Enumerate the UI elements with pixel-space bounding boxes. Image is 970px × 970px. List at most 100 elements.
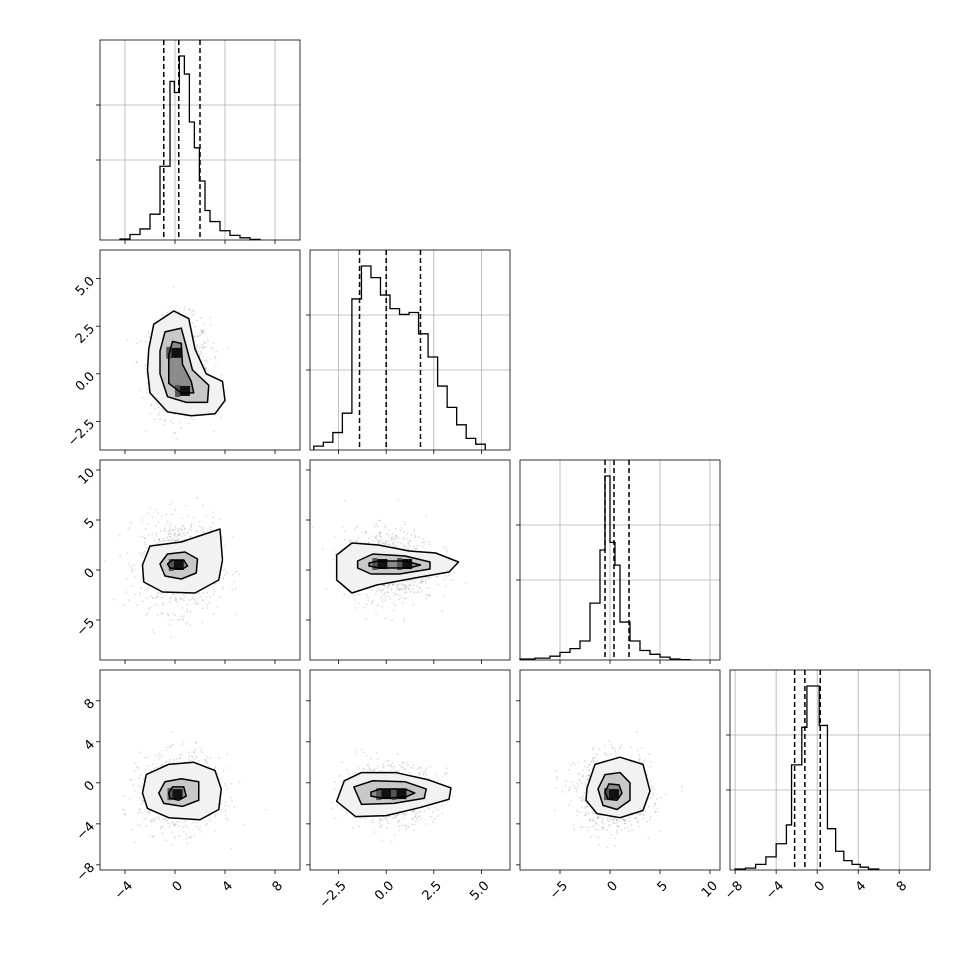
- scatter-point: [136, 342, 139, 344]
- scatter-point: [162, 538, 165, 540]
- scatter-point: [205, 756, 208, 759]
- scatter-point: [147, 523, 150, 525]
- scatter-point: [186, 608, 188, 611]
- scatter-point: [616, 830, 618, 833]
- scatter-point: [386, 827, 389, 830]
- scatter-point: [416, 591, 419, 593]
- scatter-point: [615, 755, 618, 758]
- scatter-point: [382, 588, 385, 591]
- scatter-point: [394, 604, 397, 607]
- scatter-point: [201, 530, 204, 533]
- scatter-point: [395, 816, 398, 819]
- density-mode: [396, 789, 407, 800]
- panel-frame: [519, 459, 721, 661]
- scatter-point: [226, 347, 229, 350]
- scatter-point: [335, 804, 338, 807]
- scatter-point: [180, 528, 183, 531]
- scatter-point: [594, 756, 596, 759]
- scatter-point: [195, 347, 198, 350]
- scatter-point: [402, 530, 405, 533]
- scatter-point: [647, 805, 650, 808]
- scatter-point: [387, 539, 390, 542]
- scatter-point: [392, 545, 394, 548]
- scatter-point: [411, 587, 414, 590]
- scatter-point: [428, 576, 430, 579]
- scatter-point: [402, 812, 405, 815]
- scatter-point: [190, 529, 193, 531]
- scatter-point: [393, 765, 396, 768]
- scatter-point: [197, 335, 200, 338]
- scatter-point: [198, 592, 201, 595]
- scatter-point: [613, 822, 616, 824]
- scatter-point: [164, 839, 167, 842]
- scatter-point: [178, 533, 181, 536]
- scatter-point: [425, 593, 428, 596]
- scatter-point: [204, 367, 207, 370]
- scatter-point: [427, 806, 430, 809]
- scatter-point: [123, 795, 126, 798]
- scatter-point: [188, 755, 190, 758]
- scatter-point: [221, 569, 224, 571]
- scatter-point: [181, 744, 183, 746]
- scatter-point: [142, 800, 145, 803]
- scatter-point: [404, 587, 407, 590]
- scatter-point: [387, 534, 390, 536]
- scatter-point: [370, 820, 373, 822]
- scatter-point: [137, 823, 139, 826]
- scatter-point: [141, 536, 143, 539]
- scatter-point: [169, 503, 172, 506]
- scatter-point: [196, 602, 199, 604]
- scatter-point: [361, 531, 364, 534]
- scatter-point: [181, 617, 184, 620]
- scatter-point: [129, 565, 132, 568]
- scatter-point: [394, 581, 397, 584]
- scatter-point: [180, 427, 182, 429]
- scatter-point: [183, 599, 185, 602]
- scatter-point: [132, 564, 134, 567]
- scatter-point: [384, 540, 387, 542]
- scatter-point: [440, 804, 443, 807]
- scatter-point: [395, 545, 397, 548]
- scatter-point: [591, 757, 594, 760]
- scatter-point: [147, 512, 150, 515]
- scatter-point: [383, 584, 386, 587]
- scatter-point: [226, 571, 228, 574]
- scatter-point: [405, 828, 408, 830]
- scatter-point: [149, 413, 152, 415]
- scatter-point: [406, 548, 409, 551]
- scatter-point: [405, 538, 408, 540]
- density-mode: [381, 789, 392, 800]
- scatter-point: [365, 817, 368, 820]
- scatter-point: [401, 761, 404, 764]
- scatter-point: [139, 807, 142, 810]
- scatter-point: [157, 542, 159, 544]
- scatter-point: [394, 814, 397, 816]
- scatter-point: [142, 800, 145, 802]
- scatter-point: [422, 773, 425, 776]
- scatter-point: [204, 758, 207, 761]
- scatter-point: [190, 598, 193, 601]
- scatter-point: [375, 767, 377, 770]
- scatter-point: [170, 596, 173, 598]
- scatter-point: [179, 421, 182, 424]
- scatter-point: [392, 541, 395, 543]
- scatter-point: [582, 798, 585, 801]
- scatter-point: [174, 596, 177, 599]
- scatter-point: [146, 765, 149, 767]
- scatter-point: [385, 532, 388, 535]
- scatter-point: [218, 596, 221, 598]
- scatter-point: [355, 540, 357, 543]
- scatter-point: [179, 532, 181, 535]
- contour-line: [370, 788, 416, 799]
- scatter-point: [209, 526, 212, 529]
- scatter-point: [160, 611, 163, 614]
- scatter-point: [427, 593, 430, 596]
- scatter-point: [126, 552, 129, 554]
- scatter-point: [401, 583, 403, 585]
- scatter-point: [203, 341, 206, 344]
- scatter-point: [125, 591, 128, 593]
- scatter-point: [186, 603, 188, 606]
- scatter-point: [598, 843, 600, 846]
- scatter-point: [213, 829, 216, 832]
- scatter-point: [134, 575, 137, 578]
